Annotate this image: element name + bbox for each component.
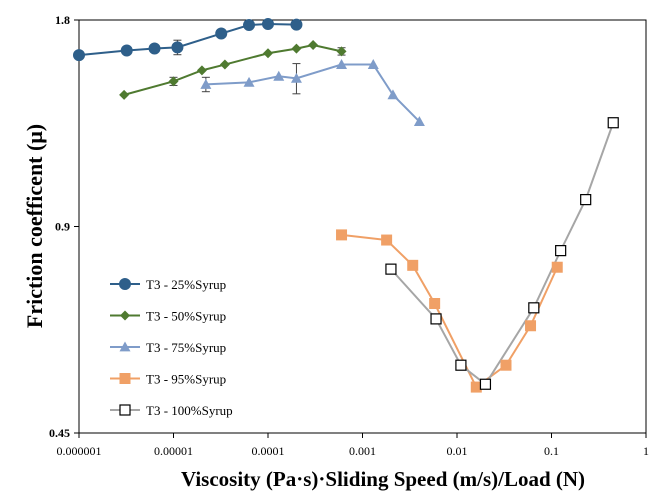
legend-label: T3 - 95%Syrup <box>146 372 226 387</box>
series-line-3 <box>205 63 421 123</box>
data-point-square <box>470 381 482 393</box>
legend-label: T3 - 50%Syrup <box>146 309 226 324</box>
data-point-triangle <box>336 59 348 69</box>
y-tick-label: 0.45 <box>49 426 70 440</box>
data-point-triangle <box>200 78 212 89</box>
data-point-diamond <box>196 65 207 76</box>
data-point-square <box>381 234 393 246</box>
data-point-triangle <box>387 89 399 100</box>
data-point-square <box>407 259 419 271</box>
data-point-open-square <box>119 404 131 416</box>
data-point-open-square <box>479 378 492 390</box>
data-point-circle <box>171 41 184 54</box>
data-point-diamond <box>168 76 179 87</box>
data-point-circle <box>148 42 161 55</box>
data-point-open-square <box>455 359 467 371</box>
x-tick-label: 0.001 <box>349 444 376 458</box>
data-point-circle <box>290 18 303 31</box>
data-point-square <box>429 298 441 310</box>
data-point-square <box>551 261 563 273</box>
data-point-open-square <box>555 245 567 257</box>
x-axis-title: Viscosity (Pa·s)·Sliding Speed (m/s)/Loa… <box>181 467 585 491</box>
data-point-circle <box>262 17 274 30</box>
data-point-triangle <box>243 76 255 87</box>
x-tick-label: 0.1 <box>544 444 559 458</box>
data-point-square <box>119 373 131 384</box>
data-point-circle <box>120 44 133 57</box>
data-point-circle <box>73 49 85 62</box>
data-point-open-square <box>385 263 397 275</box>
data-point-triangle <box>367 59 379 69</box>
x-tick-label: 0.0001 <box>252 444 285 458</box>
x-tick-label: 0.000001 <box>57 444 102 458</box>
data-point-diamond <box>120 310 130 321</box>
legend-label: T3 - 100%Syrup <box>146 403 233 418</box>
data-point-square <box>500 359 512 371</box>
data-point-open-square <box>430 313 442 325</box>
data-point-diamond <box>263 48 273 59</box>
data-point-diamond <box>336 46 347 57</box>
data-point-circle <box>215 27 228 40</box>
data-point-triangle <box>273 70 285 81</box>
x-tick-label: 1 <box>643 444 649 458</box>
data-point-diamond <box>119 89 130 100</box>
legend-label: T3 - 25%Syrup <box>146 277 226 292</box>
data-point-circle <box>243 19 256 32</box>
x-tick-label: 0.00001 <box>154 444 193 458</box>
data-point-open-square <box>580 194 592 206</box>
data-point-diamond <box>219 59 230 70</box>
data-point-open-square <box>607 117 619 129</box>
data-point-triangle <box>413 116 425 126</box>
y-tick-label: 0.9 <box>55 220 70 234</box>
series-line-5 <box>390 122 615 386</box>
data-point-square <box>336 229 348 241</box>
x-tick-label: 0.01 <box>447 444 468 458</box>
data-point-diamond <box>308 40 319 51</box>
data-point-diamond <box>291 43 302 54</box>
y-tick-label: 1.8 <box>55 13 70 27</box>
data-point-open-square <box>528 302 540 314</box>
legend: T3 - 25%Syrup T3 - 50%Syrup T3 - 75%Syrup T… <box>110 277 233 418</box>
data-point-triangle <box>119 341 131 352</box>
legend-label: T3 - 75%Syrup <box>146 340 226 355</box>
data-point-square <box>525 320 537 332</box>
y-axis-title: Friction coefficent (μ) <box>22 124 47 328</box>
data-point-triangle <box>290 72 302 83</box>
data-point-circle <box>119 278 131 290</box>
